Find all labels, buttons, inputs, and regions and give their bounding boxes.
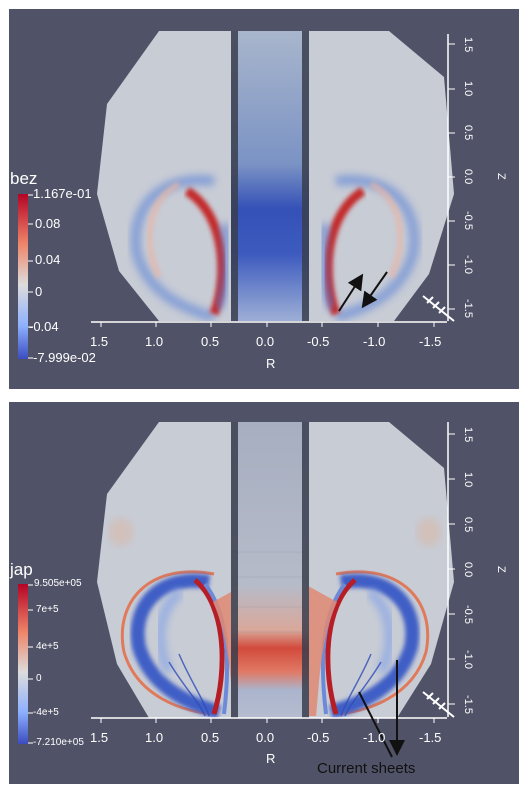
z-tick-label: 0.5 <box>462 517 474 533</box>
bez-colorbar-tick: 0 <box>35 284 43 299</box>
bez-colorbar-max: 1.167e-01 <box>33 186 92 201</box>
current-sheets-annotation: Current sheets <box>317 760 416 777</box>
r-tick-label: 1.5 <box>90 334 109 349</box>
jap-colorbar-tick: 4e+5 <box>36 641 59 652</box>
z-axis-label: Z <box>495 566 507 573</box>
r-tick-label: 1.5 <box>90 730 109 745</box>
r-tick-label: -1.5 <box>419 334 442 349</box>
z-tick-label: 0.0 <box>462 562 474 578</box>
jap-field <box>97 422 454 718</box>
z-tick-label: -1.5 <box>462 695 474 714</box>
orientation-marker <box>422 691 455 718</box>
r-tick-label: 0.5 <box>201 334 220 349</box>
r-tick-label: -1.5 <box>419 730 442 745</box>
bez-field <box>97 31 454 321</box>
z-axis-label: Z <box>495 173 507 180</box>
z-tick-label: -0.5 <box>462 605 474 624</box>
arrow-up <box>338 273 364 312</box>
z-tick-label: 1.5 <box>462 37 474 53</box>
r-axis-label: R <box>266 751 276 766</box>
jap-colorbar <box>18 584 28 744</box>
z-tick-label: 1.0 <box>462 472 474 488</box>
z-tick-label: -1.0 <box>462 255 474 274</box>
jap-colorbar-max: 9.505e+05 <box>34 578 82 589</box>
bez-colorbar <box>18 194 28 359</box>
bez-colorbar-tick: 0.04 <box>35 252 61 267</box>
jap-colorbar-tick: 0 <box>36 673 42 684</box>
jap-colorbar-title: jap <box>10 560 33 579</box>
jap-colorbar-tick: 7e+5 <box>36 604 59 615</box>
z-tick-label: -0.5 <box>462 211 474 230</box>
r-tick-label: 0.0 <box>256 730 275 745</box>
jap-colorbar-tick: -4e+5 <box>33 707 59 718</box>
r-tick-label: 1.0 <box>145 730 164 745</box>
z-tick-label: 0.0 <box>462 169 474 185</box>
r-tick-label: 0.0 <box>256 334 275 349</box>
z-tick-label: 1.0 <box>462 81 474 97</box>
arrow-down <box>361 271 388 309</box>
z-tick-label: -1.5 <box>462 299 474 318</box>
r-tick-label: -1.0 <box>363 730 386 745</box>
bez-colorbar-tick: -0.04 <box>29 319 59 334</box>
bez-panel: bez 1.167e-01 0.08 0.04 0 -0.04 -7.999e-… <box>9 9 519 389</box>
z-tick-label: 1.5 <box>462 427 474 443</box>
jap-plot <box>18 422 455 758</box>
r-tick-label: 1.0 <box>145 334 164 349</box>
r-tick-label: 0.5 <box>201 730 220 745</box>
jap-colorbar-min: -7.210e+05 <box>33 737 84 748</box>
bez-plot <box>18 31 455 359</box>
r-axis-label: R <box>266 356 276 371</box>
r-tick-label: -1.0 <box>363 334 386 349</box>
z-tick-label: -1.0 <box>462 650 474 669</box>
bez-colorbar-title: bez <box>10 169 38 188</box>
r-tick-label: -0.5 <box>307 334 330 349</box>
bez-colorbar-tick: 0.08 <box>35 216 61 231</box>
r-tick-label: -0.5 <box>307 730 330 745</box>
z-tick-label: 0.5 <box>462 125 474 141</box>
bez-colorbar-min: -7.999e-02 <box>33 350 96 365</box>
jap-panel: jap 9.505e+05 7e+5 4e+5 0 -4e+5 -7.210e+… <box>9 402 519 784</box>
orientation-marker <box>422 295 455 322</box>
pointer-line <box>358 691 393 758</box>
